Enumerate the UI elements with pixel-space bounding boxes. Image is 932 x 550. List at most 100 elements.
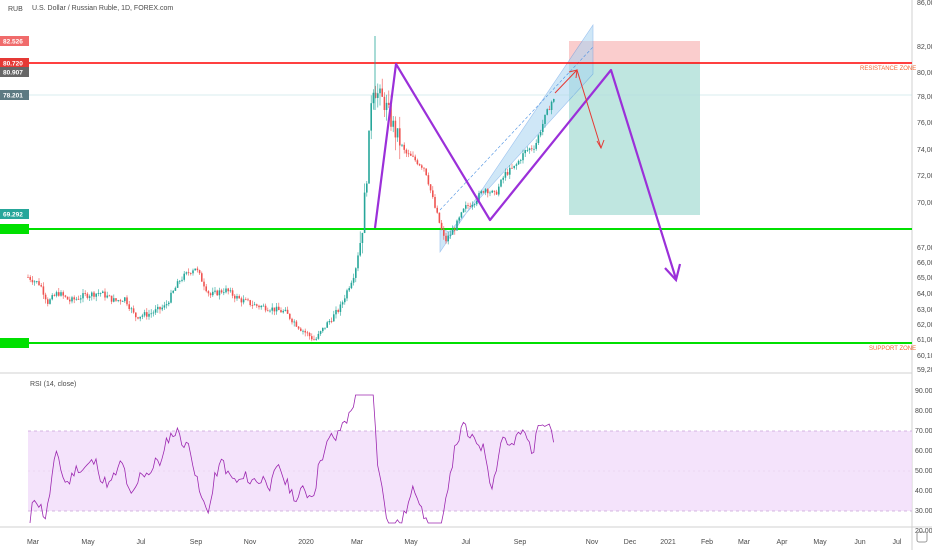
time-tick-label: Sep xyxy=(514,539,527,546)
candle-body xyxy=(278,306,280,311)
candle-body xyxy=(256,304,258,306)
candle-body xyxy=(69,299,71,302)
candle-body xyxy=(401,144,403,146)
candle-body xyxy=(141,315,144,317)
candle-body xyxy=(124,297,126,302)
candle-body xyxy=(113,298,115,302)
candle-body xyxy=(539,132,542,136)
candle-body xyxy=(440,222,443,230)
candle-body xyxy=(260,305,262,308)
candle-body xyxy=(91,292,93,297)
candle-body xyxy=(500,179,502,187)
candle-body xyxy=(168,302,170,305)
candle-body xyxy=(302,330,304,332)
candle-body xyxy=(487,189,489,194)
price-tag-label: 80.720 xyxy=(3,61,23,68)
candle-body xyxy=(49,299,51,304)
candle-body xyxy=(245,299,247,301)
candle-body xyxy=(95,293,97,297)
candle-body xyxy=(179,280,181,282)
time-tick-label: Apr xyxy=(777,539,789,546)
candle-body xyxy=(315,338,317,340)
candle-body xyxy=(504,172,507,178)
candle-body xyxy=(414,156,416,161)
candle-body xyxy=(132,308,135,313)
currency-label: RUB xyxy=(8,6,23,13)
candle-body xyxy=(517,160,520,165)
candle-body xyxy=(146,312,148,317)
support-zone-label: SUPPORT ZONE xyxy=(869,346,916,352)
candle-body xyxy=(82,293,84,299)
channel-midline xyxy=(439,46,594,211)
price-tag-label: 80.907 xyxy=(3,70,23,77)
candle-body xyxy=(62,292,64,296)
candle-body xyxy=(544,114,546,124)
price-tag xyxy=(0,36,29,46)
candle-body xyxy=(73,297,75,300)
candle-body xyxy=(330,321,333,322)
rsi-tick-label: 30.00 xyxy=(915,508,932,515)
candle-body xyxy=(64,295,67,297)
pattern-arrow-head xyxy=(664,263,682,283)
candle-body xyxy=(515,164,518,166)
rsi-title: RSI (14, close) xyxy=(30,381,76,388)
candle-body xyxy=(471,204,474,207)
candle-body xyxy=(262,305,265,307)
candle-body xyxy=(421,165,423,168)
candle-body xyxy=(520,160,522,162)
candle-body xyxy=(480,191,482,194)
time-tick-label: 2020 xyxy=(298,539,314,546)
price-tag xyxy=(0,338,29,348)
candle-body xyxy=(454,229,456,231)
candle-body xyxy=(128,304,130,309)
candle-body xyxy=(311,336,313,340)
candle-body xyxy=(443,229,445,236)
candle-body xyxy=(36,281,38,282)
candle-body xyxy=(135,312,137,318)
rsi-tick-label: 60.00 xyxy=(915,448,932,455)
candle-body xyxy=(339,304,342,312)
candle-body xyxy=(231,290,234,296)
candle-body xyxy=(465,205,467,209)
candle-body xyxy=(390,104,392,127)
candle-body xyxy=(451,229,454,235)
candle-body xyxy=(418,164,421,166)
candle-body xyxy=(108,295,111,297)
candle-body xyxy=(434,196,436,208)
candle-body xyxy=(528,148,531,151)
candle-body xyxy=(227,288,229,292)
candle-body xyxy=(220,290,223,293)
candle-body xyxy=(187,272,190,274)
candle-body xyxy=(319,331,322,334)
candle-body xyxy=(511,167,513,169)
candle-body xyxy=(333,314,335,322)
candle-body xyxy=(203,281,205,287)
price-tick-label: 63,000 xyxy=(917,307,932,314)
candle-body xyxy=(264,305,267,311)
candle-body xyxy=(493,190,496,192)
price-tick-label: 70,000 xyxy=(917,200,932,207)
candle-body xyxy=(115,298,117,301)
candle-body xyxy=(346,290,348,299)
candle-body xyxy=(117,300,119,301)
price-axis[interactable]: 86,000 82,000 80,000 78,000 76,000 74,000 72,0… xyxy=(917,0,932,374)
time-axis[interactable]: Mar May Jul Sep Nov 2020 Mar May Jul Sep Nov Dec 202… xyxy=(27,539,902,546)
candle-body xyxy=(526,150,529,151)
candle-body xyxy=(84,293,86,294)
price-tag-label: 78.201 xyxy=(3,93,23,100)
price-tick-label: 72,000 xyxy=(917,173,932,180)
candle-body xyxy=(498,186,500,195)
candle-body xyxy=(242,299,245,303)
candle-body xyxy=(445,235,447,242)
candle-body xyxy=(410,153,412,156)
price-tick-label: 82,000 xyxy=(917,44,932,51)
candle-body xyxy=(322,327,324,332)
candle-body xyxy=(289,313,291,319)
candle-body xyxy=(170,292,172,303)
settings-icon[interactable] xyxy=(916,531,928,543)
candle-body xyxy=(377,93,379,98)
candle-body xyxy=(473,204,476,206)
price-tick-label: 60,100 xyxy=(917,353,932,360)
price-tag-label: 69.292 xyxy=(3,212,23,219)
